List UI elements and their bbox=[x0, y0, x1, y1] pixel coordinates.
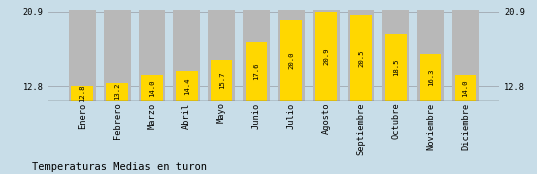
Bar bbox=[211, 60, 233, 101]
Text: 14.0: 14.0 bbox=[149, 79, 155, 97]
Bar bbox=[208, 10, 235, 101]
Text: 20.9: 20.9 bbox=[323, 48, 329, 65]
Bar bbox=[455, 75, 476, 101]
Bar bbox=[382, 10, 409, 101]
Bar bbox=[69, 10, 96, 101]
Text: 12.8: 12.8 bbox=[79, 85, 85, 102]
Text: 20.0: 20.0 bbox=[288, 52, 294, 69]
Bar bbox=[245, 42, 267, 101]
Bar bbox=[417, 10, 444, 101]
Bar bbox=[141, 75, 163, 101]
Bar bbox=[385, 34, 407, 101]
Bar bbox=[243, 10, 270, 101]
Text: 20.5: 20.5 bbox=[358, 49, 364, 67]
Bar bbox=[315, 12, 337, 101]
Text: 16.3: 16.3 bbox=[427, 69, 434, 86]
Text: Temperaturas Medias en turon: Temperaturas Medias en turon bbox=[32, 162, 207, 172]
Bar bbox=[176, 72, 198, 101]
Text: 15.7: 15.7 bbox=[219, 72, 224, 89]
Text: 18.5: 18.5 bbox=[393, 59, 399, 76]
Bar bbox=[350, 15, 372, 101]
Bar bbox=[139, 10, 165, 101]
Text: 13.2: 13.2 bbox=[114, 83, 120, 100]
Bar bbox=[173, 10, 200, 101]
Bar bbox=[347, 10, 374, 101]
Bar bbox=[420, 54, 441, 101]
Bar bbox=[313, 10, 339, 101]
Text: 14.4: 14.4 bbox=[184, 77, 190, 95]
Bar bbox=[106, 82, 128, 101]
Bar bbox=[452, 10, 479, 101]
Bar bbox=[278, 10, 304, 101]
Bar bbox=[71, 86, 93, 101]
Text: 17.6: 17.6 bbox=[253, 63, 259, 80]
Text: 14.0: 14.0 bbox=[462, 79, 468, 97]
Bar bbox=[280, 20, 302, 101]
Bar bbox=[104, 10, 130, 101]
